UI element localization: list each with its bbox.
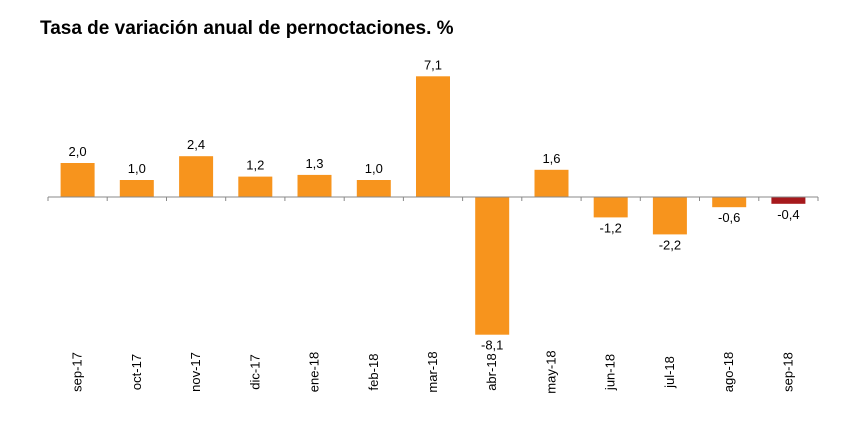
bars-group: [60, 76, 806, 335]
bar-ene-18: [297, 174, 332, 197]
tick-label-dic-17: dic-17: [247, 354, 262, 389]
bar-mar-18: [416, 76, 450, 197]
tick-label-abr-18: abr-18: [484, 353, 499, 391]
tick-label-mar-18: mar-18: [425, 351, 440, 392]
tick-label-sep-17: sep-17: [70, 352, 85, 392]
tick-label-jul-18: jul-18: [662, 356, 677, 389]
tick-label-jun-18: jun-18: [603, 354, 618, 391]
bar-dic-17: [238, 176, 273, 197]
tick-label-sep-18: sep-18: [780, 352, 795, 392]
value-label-sep-17: 2,0: [69, 144, 87, 159]
value-label-jul-18: -2,2: [659, 237, 681, 252]
value-label-mar-18: 7,1: [424, 57, 442, 72]
tick-label-ene-18: ene-18: [307, 352, 322, 392]
bar-abr-18: [475, 197, 510, 335]
bar-nov-17: [179, 156, 214, 197]
tick-label-may-18: may-18: [544, 350, 559, 393]
bar-ago-18: [712, 197, 747, 208]
value-label-may-18: 1,6: [542, 151, 560, 166]
value-label-oct-17: 1,0: [128, 161, 146, 176]
tick-label-oct-17: oct-17: [129, 354, 144, 390]
value-label-abr-18: -8,1: [481, 338, 503, 353]
tick-label-feb-18: feb-18: [366, 354, 381, 391]
value-label-feb-18: 1,0: [365, 161, 383, 176]
value-label-ago-18: -0,6: [718, 210, 740, 225]
bar-jul-18: [652, 197, 687, 235]
bar-oct-17: [119, 180, 154, 197]
bar-may-18: [534, 169, 569, 197]
value-label-nov-17: 2,4: [187, 137, 205, 152]
bar-jun-18: [593, 197, 628, 218]
tick-label-ago-18: ago-18: [721, 352, 736, 392]
bar-feb-18: [356, 180, 391, 197]
value-label-jun-18: -1,2: [599, 220, 621, 235]
tick-label-nov-17: nov-17: [188, 352, 203, 392]
value-label-sep-18: -0,4: [777, 207, 799, 222]
x-axis: [47, 196, 819, 201]
value-labels-group: 2,0 1,0 2,4 1,2 1,3 1,0 7,1 -8,1 1,6 -1,2 -2,2 -0,6…: [69, 57, 800, 352]
value-label-ene-18: 1,3: [305, 156, 323, 171]
value-label-dic-17: 1,2: [246, 158, 264, 173]
tick-labels-group: sep-17 oct-17 nov-17 dic-17 ene-18 feb-18 mar-…: [70, 350, 796, 393]
bar-sep-18: [771, 197, 806, 204]
bar-sep-17: [60, 163, 95, 197]
chart-title: Tasa de variación anual de pernoctacione…: [40, 18, 454, 39]
